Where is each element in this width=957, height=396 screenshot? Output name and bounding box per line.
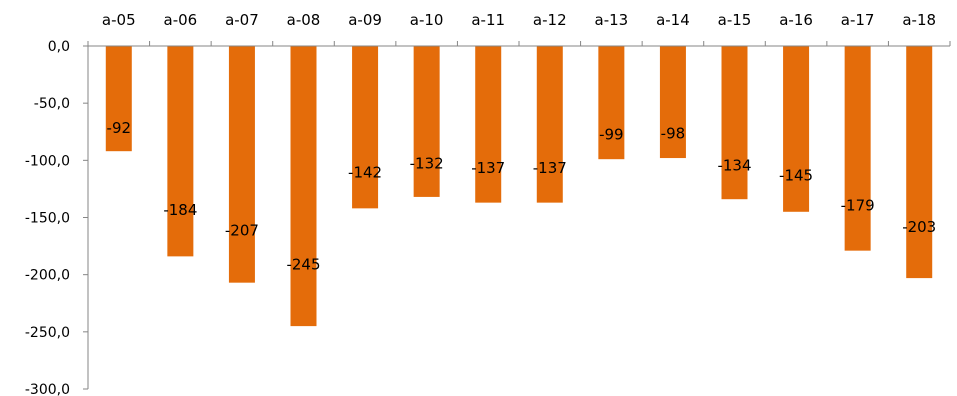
- x-category-label: a-15: [718, 11, 752, 29]
- data-label: -137: [533, 159, 567, 177]
- data-label: -203: [902, 218, 936, 236]
- data-label: -184: [163, 201, 197, 219]
- y-tick-label: -100,0: [25, 153, 70, 169]
- data-label: -92: [107, 119, 132, 137]
- x-category-label: a-13: [595, 11, 629, 29]
- x-category-label: a-17: [841, 11, 875, 29]
- data-labels-group: -92 -184 -207 -245 -142 -132 -137 -137 -99 -98 -13…: [107, 119, 937, 273]
- bar: [721, 46, 748, 200]
- y-tick-label: -150,0: [25, 211, 70, 227]
- y-tick-label: -250,0: [25, 325, 70, 341]
- bar: [598, 46, 625, 160]
- bar: [783, 46, 810, 212]
- bar: [105, 46, 132, 152]
- bar: [659, 46, 686, 159]
- bar: [536, 46, 563, 203]
- data-label: -207: [225, 222, 259, 240]
- data-label: -132: [410, 155, 444, 173]
- x-category-label: a-18: [902, 11, 936, 29]
- data-label: -98: [661, 124, 686, 142]
- data-label: -245: [286, 255, 320, 273]
- bar: [167, 46, 194, 257]
- x-category-label: a-12: [533, 11, 567, 29]
- bar: [475, 46, 502, 203]
- x-category-label: a-05: [102, 11, 136, 29]
- x-category-label: a-10: [410, 11, 444, 29]
- bar: [413, 46, 440, 197]
- y-tick-label: -200,0: [25, 268, 70, 284]
- x-category-label: a-14: [656, 11, 690, 29]
- x-axis-category-labels: a-05 a-06 a-07 a-08 a-09 a-10 a-11 a-12 a-13 a-14…: [87, 11, 951, 46]
- bars-group: [105, 46, 933, 327]
- y-tick-label: -300,0: [25, 382, 70, 396]
- x-category-label: a-11: [471, 11, 505, 29]
- bar: [228, 46, 255, 283]
- bar: [844, 46, 871, 251]
- data-label: -142: [348, 164, 382, 182]
- x-category-label: a-08: [287, 11, 321, 29]
- bar: [290, 46, 317, 327]
- data-label: -99: [599, 125, 624, 143]
- y-tick-label: -50,0: [34, 96, 70, 112]
- data-label: -137: [471, 159, 505, 177]
- x-category-label: a-09: [348, 11, 382, 29]
- x-category-label: a-16: [779, 11, 813, 29]
- x-category-label: a-07: [225, 11, 259, 29]
- data-label: -179: [841, 197, 875, 215]
- data-label: -134: [717, 157, 751, 175]
- bar: [352, 46, 379, 209]
- y-tick-label: 0,0: [48, 39, 70, 55]
- data-label: -145: [779, 166, 813, 184]
- y-axis-ticks: 0,0 -50,0 -100,0 -150,0 -200,0 -250,0 -300,0: [25, 39, 88, 396]
- x-category-label: a-06: [164, 11, 198, 29]
- bar: [906, 46, 933, 279]
